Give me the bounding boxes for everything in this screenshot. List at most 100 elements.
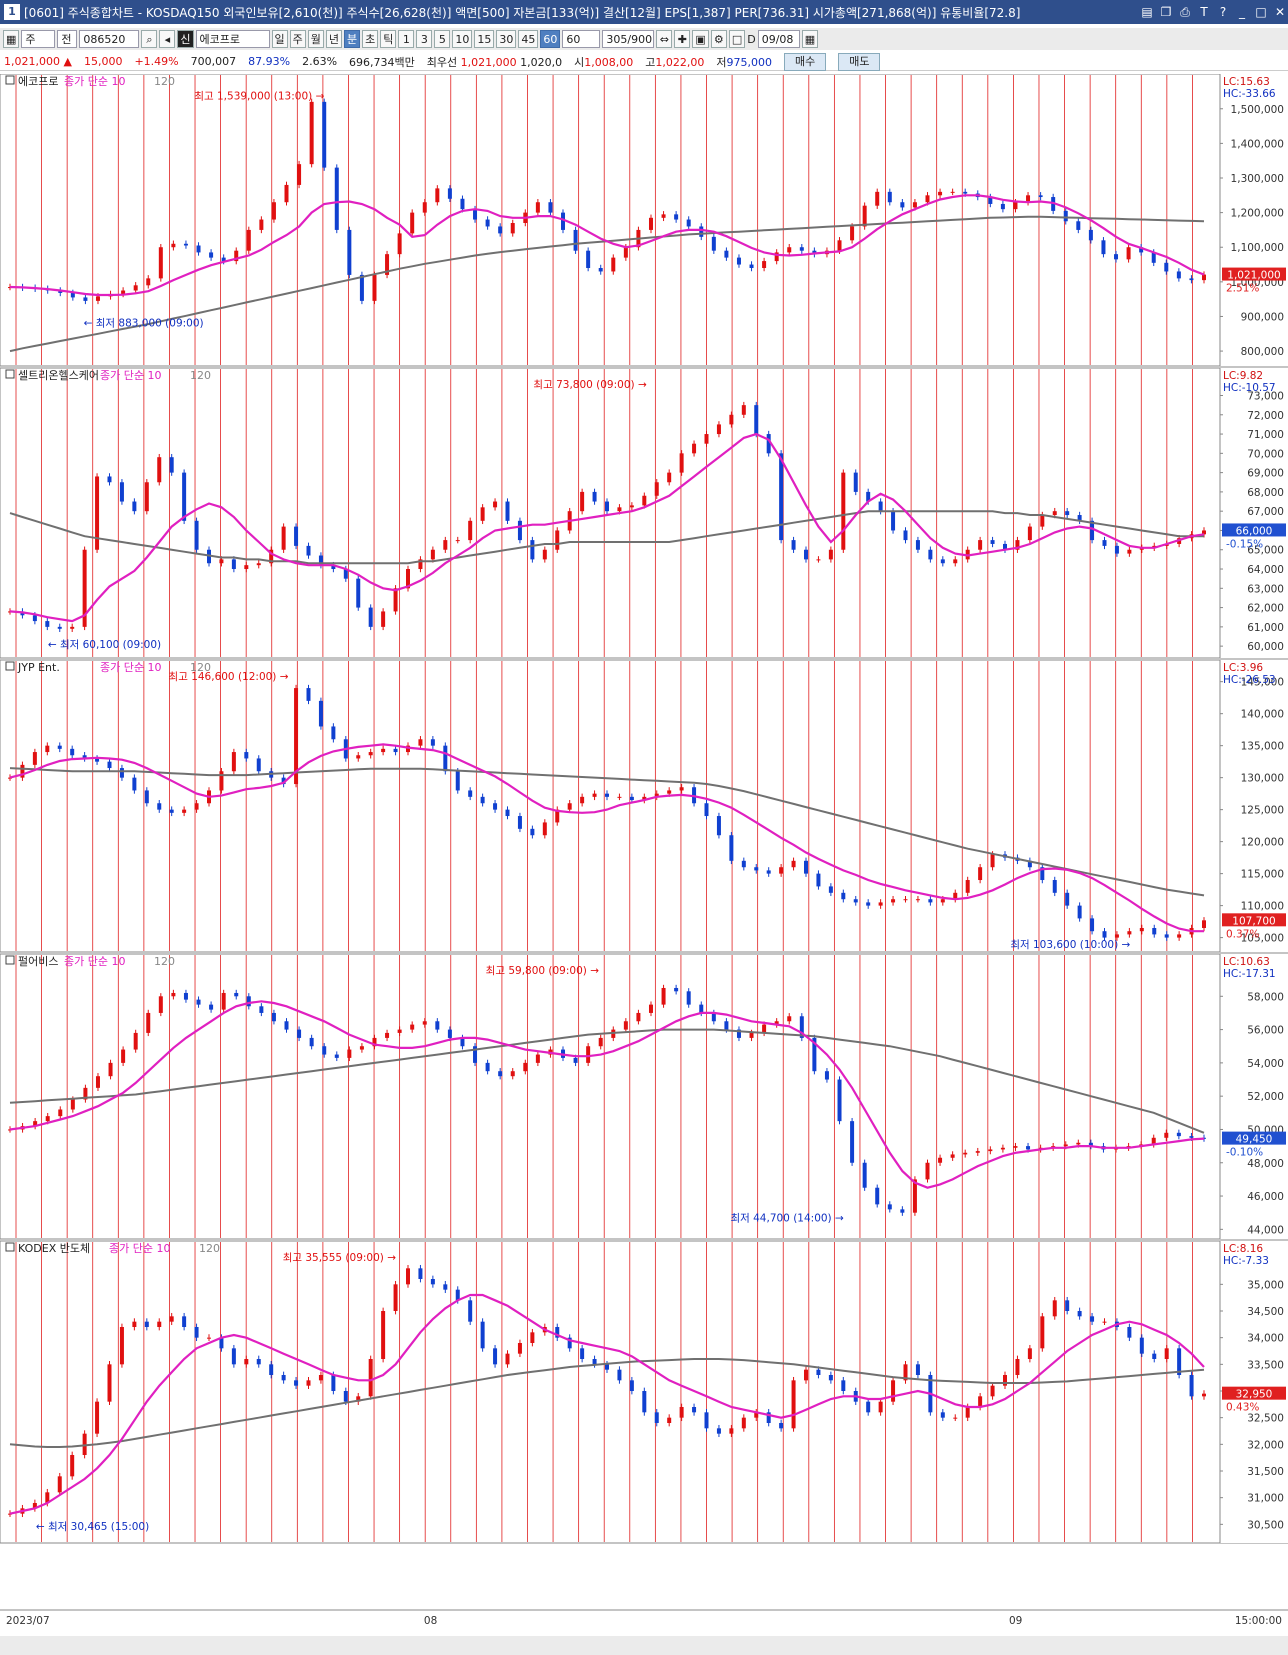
copy-icon[interactable]: ❐ [1160, 5, 1172, 19]
buy-button[interactable]: 매수 [783, 52, 827, 71]
period-tick-button[interactable]: 틱 [380, 30, 397, 48]
interval-15-button[interactable]: 15 [474, 30, 495, 48]
interval-60-button[interactable]: 60 [540, 30, 561, 48]
candle-body [841, 472, 846, 550]
current-price-box [1222, 523, 1286, 537]
candle-body [686, 219, 691, 227]
font-icon[interactable]: T [1200, 5, 1208, 19]
candle-body [1126, 247, 1131, 260]
candle-body [182, 1316, 187, 1327]
close-icon[interactable]: ✕ [1274, 5, 1286, 19]
save-icon[interactable]: ▣ [692, 30, 709, 48]
candle-body [938, 1157, 943, 1163]
candle-body [297, 164, 302, 185]
grid-icon[interactable]: ▦ [3, 30, 20, 48]
candle-body [393, 1284, 398, 1311]
candle-body [875, 191, 880, 206]
candle-body [331, 726, 336, 740]
calendar-icon[interactable]: ▦ [801, 30, 819, 48]
interval-5-button[interactable]: 5 [434, 30, 451, 48]
candle-body [132, 1321, 137, 1327]
interval-1-button[interactable]: 1 [398, 30, 415, 48]
market-select[interactable]: 주 [21, 30, 56, 48]
high-annotation: 최고 146,600 (12:00) → [169, 671, 289, 683]
candle-body [555, 1327, 560, 1338]
candle-body [33, 1121, 38, 1127]
candle-body [573, 229, 578, 251]
period-day-button[interactable]: 일 [271, 30, 288, 48]
layout-icon[interactable]: ▤ [1141, 5, 1153, 19]
title-bar: 1 [0601] 주식종합차트 - KOSDAQ150 외국인보유[2,610(… [0, 0, 1288, 24]
candle-body [940, 559, 945, 564]
help-icon[interactable]: ? [1219, 5, 1227, 19]
search-icon[interactable]: ⌕ [141, 30, 158, 48]
candle-body [119, 768, 124, 778]
candle-body [1164, 1132, 1169, 1138]
candle-body [70, 1455, 75, 1477]
candle-body [915, 899, 920, 901]
candle-body [318, 700, 323, 727]
candle-body [1189, 1136, 1194, 1138]
period-week-button[interactable]: 주 [289, 30, 306, 48]
panel-frame [0, 367, 1288, 659]
maximize-icon[interactable]: □ [1255, 5, 1267, 19]
date-checkbox[interactable]: □ [728, 30, 746, 48]
chart-panel-2: 145,000 140,000 135,000 130,000 125,000 120,0… [0, 659, 1288, 953]
y-tick-label: 1,200,000 [1231, 208, 1284, 220]
interval-10-button[interactable]: 10 [452, 30, 473, 48]
candle-body [667, 790, 672, 794]
candle-body [468, 520, 473, 541]
candle-body [1202, 530, 1206, 535]
open-price: 시1,008,00 [574, 55, 634, 69]
zoom-icon[interactable]: ⇔ [656, 30, 673, 48]
candle-body [978, 867, 983, 881]
candle-body [406, 745, 410, 753]
candle-body [1151, 1137, 1156, 1145]
period-year-button[interactable]: 년 [325, 30, 343, 48]
candle-body [592, 793, 597, 797]
sell-button[interactable]: 매도 [838, 52, 881, 71]
multi-chart-area[interactable]: 1,500,000 1,400,000 1,300,000 1,200,000 1,10… [0, 74, 1288, 1636]
interval-value-select[interactable]: 60 [562, 30, 601, 48]
candle-body [567, 1337, 572, 1349]
candle-body [372, 1037, 377, 1047]
candle-body [207, 1337, 211, 1339]
crosshair-icon[interactable]: ✚ [674, 30, 691, 48]
ma120-line [9, 1358, 1205, 1448]
y-tick-label: 30,500 [1247, 1519, 1284, 1531]
candle-body [1139, 1337, 1144, 1354]
candle-body [20, 764, 25, 778]
interval-30-button[interactable]: 30 [496, 30, 517, 48]
minimize-icon[interactable]: _ [1239, 5, 1245, 19]
candle-body [58, 1109, 63, 1117]
period-second-button[interactable]: 초 [362, 30, 379, 48]
ma10-legend: 종가 단순 10 [109, 1242, 170, 1255]
candle-body [762, 1024, 767, 1033]
bottom-scroll-bar[interactable] [0, 1636, 1288, 1655]
count-field[interactable]: 305/900 [602, 30, 655, 48]
chart-panel-1: 73,000 72,000 71,000 70,000 69,000 68,000 67,0… [0, 367, 1288, 659]
date-input[interactable]: 09/08 [757, 30, 800, 48]
settings-gear-icon[interactable]: ⚙ [710, 30, 727, 48]
candle-body [950, 1154, 955, 1158]
interval-3-button[interactable]: 3 [416, 30, 433, 48]
candle-body [1088, 229, 1093, 241]
candle-body [1077, 515, 1082, 521]
candle-body [393, 748, 398, 753]
speaker-icon[interactable]: ◂ [159, 30, 176, 48]
period-minute-button[interactable]: 분 [344, 30, 361, 48]
interval-45-button[interactable]: 45 [518, 30, 539, 48]
candle-body [269, 549, 274, 564]
candle-body [598, 1037, 603, 1047]
lc-label: LC:3.96 [1223, 662, 1263, 674]
period-month-button[interactable]: 월 [307, 30, 324, 48]
code-input[interactable]: 086520 [79, 30, 140, 48]
type-select[interactable]: 전 [57, 30, 78, 48]
stock-name-field[interactable]: 에코프로 [195, 30, 270, 48]
print-icon[interactable]: ⎙ [1180, 5, 1190, 19]
candle-body [741, 405, 746, 415]
y-axis-bg [1220, 660, 1288, 952]
candle-body [406, 569, 410, 589]
candle-body [988, 1149, 993, 1152]
candle-body [642, 1391, 647, 1413]
